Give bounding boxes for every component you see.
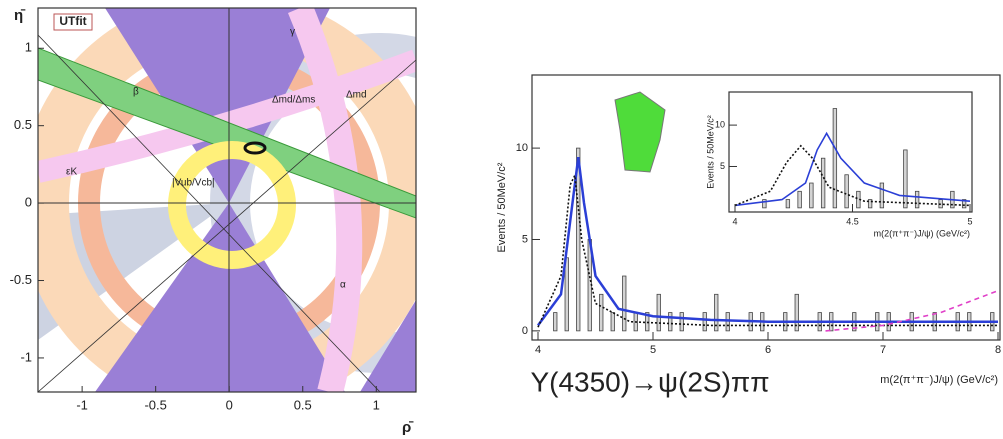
histogram-bar: [656, 293, 661, 332]
y-tick-label: -1: [20, 349, 32, 364]
x-tick-label: -1: [76, 397, 88, 412]
annotation: Δmd: [346, 90, 367, 101]
x-tick-label: 5: [967, 216, 972, 226]
mascot-icon: [614, 91, 666, 173]
x-tick-label: 0.5: [294, 397, 312, 412]
y-tick-label: 10: [715, 119, 725, 129]
annotation: |Vub/Vcb|: [172, 178, 215, 189]
histogram-bar: [668, 312, 673, 332]
histogram-bar: [844, 174, 849, 209]
y-tick-label: 0.5: [14, 117, 32, 132]
annotation: β: [133, 87, 139, 98]
histogram-bar: [832, 108, 838, 209]
y-axis-label: Events / 50MeV/c²: [705, 115, 715, 189]
annotation: Δmd/Δms: [272, 95, 315, 106]
y-tick-label: -0.5: [10, 272, 32, 287]
histogram-bar: [785, 199, 791, 209]
annotation: εK: [66, 167, 77, 178]
logo-box: [53, 13, 93, 31]
fit-curve: [537, 172, 998, 328]
histogram-bar: [564, 257, 569, 332]
x-tick-label: 7: [880, 344, 886, 356]
annotation: γ: [290, 27, 295, 38]
x-axis-label: m(2(π⁺π⁻)J/ψ) (GeV/c²): [874, 228, 970, 238]
y-axis-label: η̄: [14, 7, 26, 24]
x-tick-label: 8: [995, 344, 1001, 356]
y-tick-label: 5: [522, 233, 528, 245]
x-axis-label: ρ̄: [402, 419, 414, 436]
fit-curve: [734, 131, 971, 207]
histogram-bar: [797, 190, 802, 209]
histogram-bar: [714, 293, 719, 332]
x-tick-label: 0: [226, 397, 233, 412]
x-tick-label: -0.5: [144, 397, 166, 412]
histogram-bar: [553, 312, 558, 332]
histogram-bar: [961, 199, 967, 209]
y-tick-label: 10: [516, 142, 528, 154]
logo: UTfit: [59, 14, 86, 28]
histogram-bar: [809, 182, 814, 209]
histogram-bar: [622, 275, 627, 332]
y-axis-label: Events / 50MeV/c²: [496, 162, 508, 252]
histogram-bar: [599, 293, 604, 332]
ut-regions: [38, 8, 416, 392]
histogram-bar: [702, 312, 707, 332]
x-tick-label: 6: [765, 344, 771, 356]
histogram-bar: [576, 147, 581, 332]
plot-frame: [728, 91, 973, 213]
histogram-bar: [679, 312, 684, 332]
x-tick-label: 4: [535, 344, 541, 356]
histogram-bar: [794, 293, 799, 332]
histogram-bar: [879, 182, 885, 209]
annotation: α: [340, 280, 346, 291]
fit-curve: [536, 157, 998, 327]
histogram-bar: [914, 190, 920, 209]
plot-frame: [37, 7, 417, 393]
x-tick-label: 4.5: [846, 216, 859, 226]
fit-curve: [825, 289, 999, 332]
histogram-bar: [867, 199, 873, 209]
x-tick-label: 1: [373, 397, 380, 412]
y-tick-label: 1: [25, 40, 32, 55]
y-tick-label: 5: [720, 161, 725, 171]
x-axis-label: m(2(π⁺π⁻)J/ψ) (GeV/c²): [880, 374, 998, 386]
histogram-bar: [762, 199, 767, 209]
x-tick-label: 4: [732, 216, 737, 226]
plot-frame: [531, 74, 1001, 341]
fit-curve: [734, 144, 971, 207]
caption: Y(4350)→ψ(2S)ππ: [530, 366, 769, 397]
y-tick-label: 0: [522, 325, 528, 337]
x-tick-label: 5: [650, 344, 656, 356]
histogram-bar: [610, 312, 615, 332]
histogram-bar: [903, 149, 908, 209]
histogram-bar: [820, 157, 826, 209]
y-tick-label: 0: [25, 195, 32, 210]
